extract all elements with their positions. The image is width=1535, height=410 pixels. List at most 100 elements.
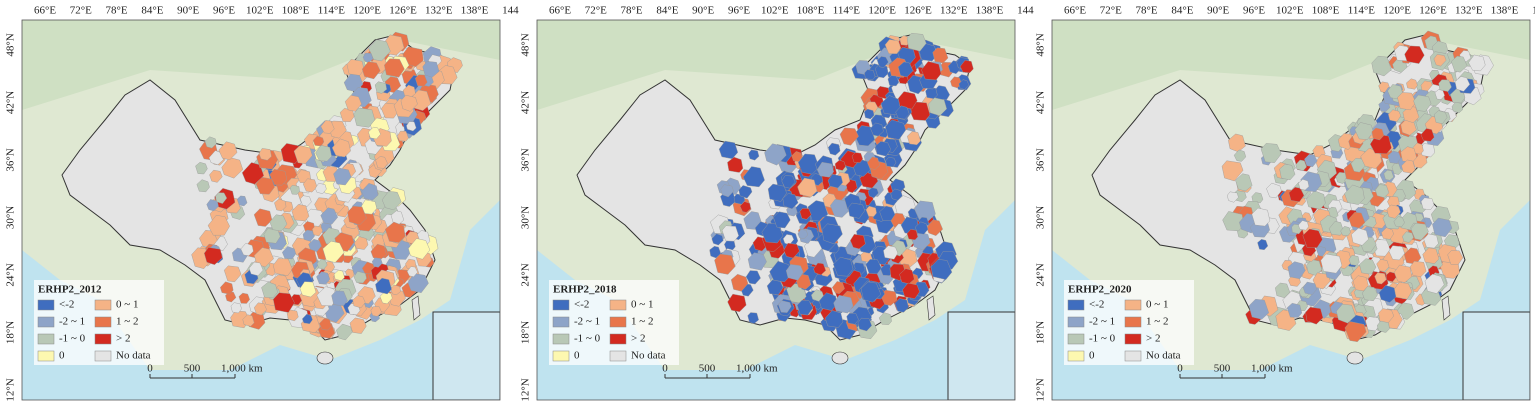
region xyxy=(1432,217,1453,238)
region xyxy=(242,314,255,327)
lon-label: 126°E xyxy=(389,5,417,17)
legend-swatch xyxy=(1067,316,1085,328)
region xyxy=(930,259,953,280)
region xyxy=(361,183,379,201)
region xyxy=(1378,285,1397,303)
region xyxy=(230,302,242,314)
lon-label: 84°E xyxy=(1171,5,1193,17)
region xyxy=(914,200,936,222)
region xyxy=(832,281,845,294)
region xyxy=(346,59,365,76)
region xyxy=(1422,247,1440,264)
legend-label: -2 ~ 1 xyxy=(1089,316,1115,328)
region xyxy=(720,184,734,198)
region xyxy=(799,208,812,220)
lat-label: 30°N xyxy=(520,206,532,229)
region xyxy=(824,310,844,328)
legend-label: 1 ~ 2 xyxy=(1146,316,1168,328)
legend-swatch xyxy=(1124,316,1142,328)
legend-swatch xyxy=(37,316,55,328)
hainan xyxy=(316,351,334,365)
region xyxy=(1387,150,1402,164)
region xyxy=(1295,159,1307,171)
region xyxy=(884,39,902,54)
lat-label: 24°N xyxy=(5,263,17,286)
lon-label: 78°E xyxy=(106,5,128,17)
region xyxy=(851,152,864,163)
region xyxy=(876,56,889,68)
legend-label: -1 ~ 0 xyxy=(1089,333,1116,345)
inset-map xyxy=(1462,311,1530,400)
region xyxy=(320,207,338,225)
legend-label: No data xyxy=(116,350,151,362)
region xyxy=(347,205,367,226)
region xyxy=(1402,105,1420,123)
lon-label: 66°E xyxy=(34,5,56,17)
legend-swatch xyxy=(37,333,55,345)
region xyxy=(833,256,854,277)
region xyxy=(932,47,949,64)
region xyxy=(402,46,424,68)
region xyxy=(959,59,974,74)
region xyxy=(1361,286,1378,302)
region xyxy=(885,156,897,168)
region xyxy=(209,169,223,183)
region xyxy=(1298,220,1309,231)
region xyxy=(827,142,841,156)
region xyxy=(1298,179,1310,191)
map-panel: 66°E 72°E 78°E 84°E 90°E 96°E 102°E 108°E 114°E 1… xyxy=(520,5,1035,402)
region xyxy=(322,240,345,263)
region xyxy=(811,289,824,302)
region xyxy=(834,159,846,171)
region xyxy=(258,148,272,161)
scale-label: 1,000 km xyxy=(221,363,263,375)
region xyxy=(742,166,765,188)
region xyxy=(248,261,264,276)
region xyxy=(1286,302,1303,318)
region xyxy=(308,238,322,252)
legend-swatch xyxy=(94,316,112,328)
legend-swatch xyxy=(1124,333,1142,345)
region xyxy=(352,295,366,309)
lon-label: 72°E xyxy=(585,5,607,17)
region xyxy=(739,201,751,213)
region xyxy=(796,299,814,316)
scale-label: 0 xyxy=(1177,363,1183,375)
legend-label: > 2 xyxy=(631,333,645,345)
region xyxy=(783,242,800,259)
region xyxy=(293,145,313,165)
region xyxy=(1376,320,1390,333)
lat-label: 48°N xyxy=(520,33,532,56)
region xyxy=(371,257,383,268)
region xyxy=(778,300,792,313)
region xyxy=(1401,159,1416,174)
region xyxy=(767,183,787,202)
region xyxy=(711,233,724,246)
region xyxy=(302,229,315,242)
region xyxy=(1468,54,1486,72)
region xyxy=(238,292,250,304)
region xyxy=(406,121,417,132)
lon-label: 96°E xyxy=(728,5,750,17)
scale-label: 500 xyxy=(1214,363,1231,375)
region xyxy=(379,291,393,305)
region xyxy=(1266,182,1282,199)
region xyxy=(846,312,859,325)
region xyxy=(867,187,879,199)
lon-label: 132°E xyxy=(1455,5,1483,17)
lon-label: 126°E xyxy=(904,5,932,17)
lon-label: 138°E xyxy=(461,5,489,17)
map-panel: 66°E 72°E 78°E 84°E 90°E 96°E 102°E 108°E 114°E 1… xyxy=(5,5,520,402)
region xyxy=(709,245,722,259)
region xyxy=(738,185,753,199)
lat-label: 18°N xyxy=(520,321,532,344)
region xyxy=(312,225,323,237)
region xyxy=(769,260,792,283)
region xyxy=(408,238,431,260)
region xyxy=(1354,122,1374,140)
taiwan xyxy=(411,295,421,321)
region xyxy=(1451,101,1464,114)
region xyxy=(883,245,899,260)
region xyxy=(1451,55,1468,73)
region xyxy=(833,294,854,314)
